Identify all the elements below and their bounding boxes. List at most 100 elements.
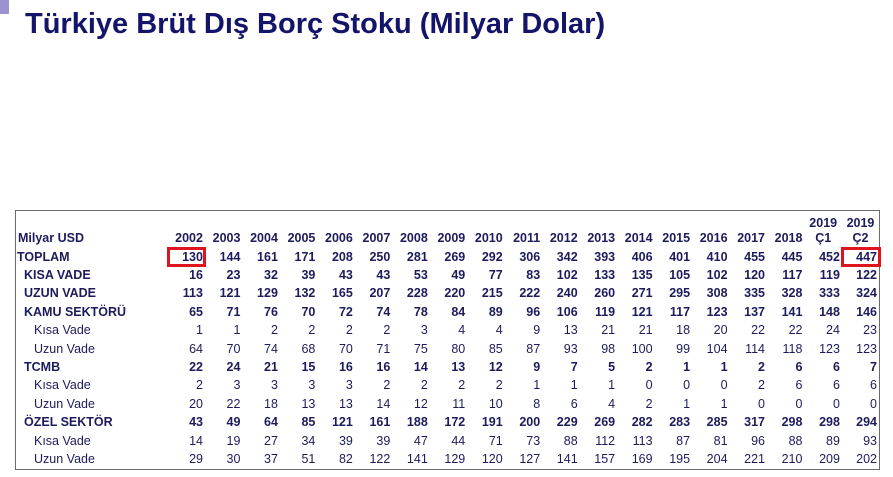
cell-value: 87 — [676, 433, 691, 448]
cell-value: 1 — [683, 396, 691, 411]
cell-value: 191 — [481, 415, 503, 430]
cell-value: 1 — [720, 360, 728, 375]
cell-value: 132 — [294, 286, 316, 301]
cell-value: 3 — [270, 378, 278, 393]
cell-value: 269 — [444, 249, 466, 264]
cell-value: 123 — [706, 304, 728, 319]
header-year: 2008 — [399, 231, 428, 245]
cell-value: 21 — [638, 323, 653, 338]
cell-value: 2 — [758, 378, 765, 393]
cell-value: 141 — [556, 451, 578, 466]
cell-value: 250 — [369, 249, 391, 264]
cell-value: 12 — [488, 360, 503, 375]
row-label: TCMB — [24, 360, 61, 375]
cell-value: 117 — [669, 304, 691, 319]
title: Türkiye Brüt Dış Borç Stoku (Milyar Dola… — [25, 8, 606, 40]
header-year: 2015 — [662, 231, 691, 245]
cell-value: 171 — [294, 249, 316, 264]
cell-value: 393 — [594, 249, 616, 264]
cell-value: 269 — [594, 415, 616, 430]
cell-value: 14 — [189, 433, 203, 448]
cell-value: 220 — [444, 286, 466, 301]
cell-value: 2 — [270, 323, 278, 338]
cell-value: 81 — [713, 433, 728, 448]
cell-value: 4 — [458, 323, 466, 338]
header-year: 2003 — [212, 231, 241, 245]
cell-value: 1 — [683, 360, 691, 375]
cell-value: 282 — [631, 415, 653, 430]
cell-value: 285 — [706, 415, 728, 430]
cell-value: 100 — [631, 341, 653, 356]
cell-value: 135 — [631, 268, 653, 283]
cell-value: 120 — [744, 268, 765, 283]
cell-value: 7 — [570, 360, 578, 375]
cell-value: 113 — [632, 433, 653, 448]
cell-value: 4 — [495, 323, 503, 338]
cell-value: 16 — [376, 360, 391, 375]
cell-value: 82 — [338, 451, 353, 466]
cell-value: 18 — [264, 396, 278, 411]
cell-value: 64 — [189, 341, 203, 356]
cell-value: 78 — [413, 304, 428, 319]
cell-value: 3 — [345, 378, 353, 393]
table-row: Kısa Vade 1 1 2 2 2 2 3 4 4 9 13 21 21 18 20 22 22 24 23 — [16, 322, 880, 340]
cell-value: 123 — [856, 341, 877, 356]
cell-value: 165 — [331, 286, 353, 301]
table-row: Uzun Vade 64 70 74 68 70 71 75 80 85 87 93 98 100 99 10… — [16, 340, 880, 358]
cell-value: 146 — [856, 304, 877, 319]
cell-value: 335 — [744, 286, 765, 301]
cell-value: 144 — [219, 249, 241, 264]
table-row: Kısa Vade 14 19 27 34 39 39 47 44 71 73 88 112 113 87 8… — [16, 432, 880, 450]
row-label: KAMU SEKTÖRÜ — [24, 304, 127, 319]
header-year: 2019 Ç2 — [846, 216, 875, 245]
table-row: TCMB 22 24 21 15 16 16 14 13 12 9 7 5 2 1 1 2 6 6 7 — [16, 358, 880, 376]
cell-value: 130 — [166, 246, 206, 268]
cell-value: 85 — [301, 415, 316, 430]
cell-value: 221 — [744, 451, 765, 466]
cell-value: 122 — [369, 451, 391, 466]
cell-value: 0 — [870, 396, 877, 411]
cell-value: 84 — [451, 304, 466, 319]
cell-value: 123 — [819, 341, 840, 356]
cell-value: 43 — [338, 268, 353, 283]
cell-value: 298 — [819, 415, 840, 430]
cell-value: 23 — [226, 268, 241, 283]
cell-value: 15 — [301, 360, 316, 375]
cell-value: 16 — [189, 268, 203, 283]
cell-value: 1 — [196, 323, 203, 338]
cell-value: 64 — [264, 415, 278, 430]
cell-value: 72 — [338, 304, 353, 319]
cell-value: 89 — [826, 433, 840, 448]
row-label: Uzun Vade — [34, 451, 95, 466]
cell-value: 137 — [744, 304, 765, 319]
cell-value: 1 — [533, 378, 541, 393]
cell-value: 215 — [481, 286, 503, 301]
cell-value: 281 — [406, 249, 428, 264]
cell-value: 228 — [406, 286, 428, 301]
cell-value: 13 — [451, 360, 466, 375]
cell-value: 77 — [488, 268, 503, 283]
cell-value: 16 — [338, 360, 353, 375]
cell-value: 96 — [751, 433, 765, 448]
cell-value: 76 — [264, 304, 278, 319]
cell-value: 195 — [669, 451, 691, 466]
header-year: 2014 — [624, 231, 653, 245]
cell-value: 6 — [795, 378, 803, 393]
cell-value: 2 — [645, 360, 653, 375]
cell-value: 447 — [840, 246, 881, 268]
table-body: TOPLAM 130 144 161 171 208 250 281 269 292 306 342 3… — [16, 246, 881, 469]
table-row: Uzun Vade 20 22 18 13 13 14 12 11 10 8 6 4 2 1 1 0 0 0 0 — [16, 395, 880, 413]
cell-value: 29 — [189, 451, 203, 466]
cell-value: 68 — [301, 341, 316, 356]
cell-value: 3 — [308, 378, 316, 393]
header-year: 2006 — [325, 231, 353, 245]
cell-value: 102 — [706, 268, 728, 283]
header-year: 2010 — [474, 231, 503, 245]
cell-value: 24 — [826, 323, 840, 338]
cell-value: 161 — [257, 249, 278, 264]
cell-value: 1 — [233, 323, 241, 338]
cell-value: 401 — [669, 249, 691, 264]
header-label: Milyar USD — [18, 231, 84, 245]
cell-value: 0 — [832, 396, 840, 411]
cell-value: 0 — [720, 378, 728, 393]
